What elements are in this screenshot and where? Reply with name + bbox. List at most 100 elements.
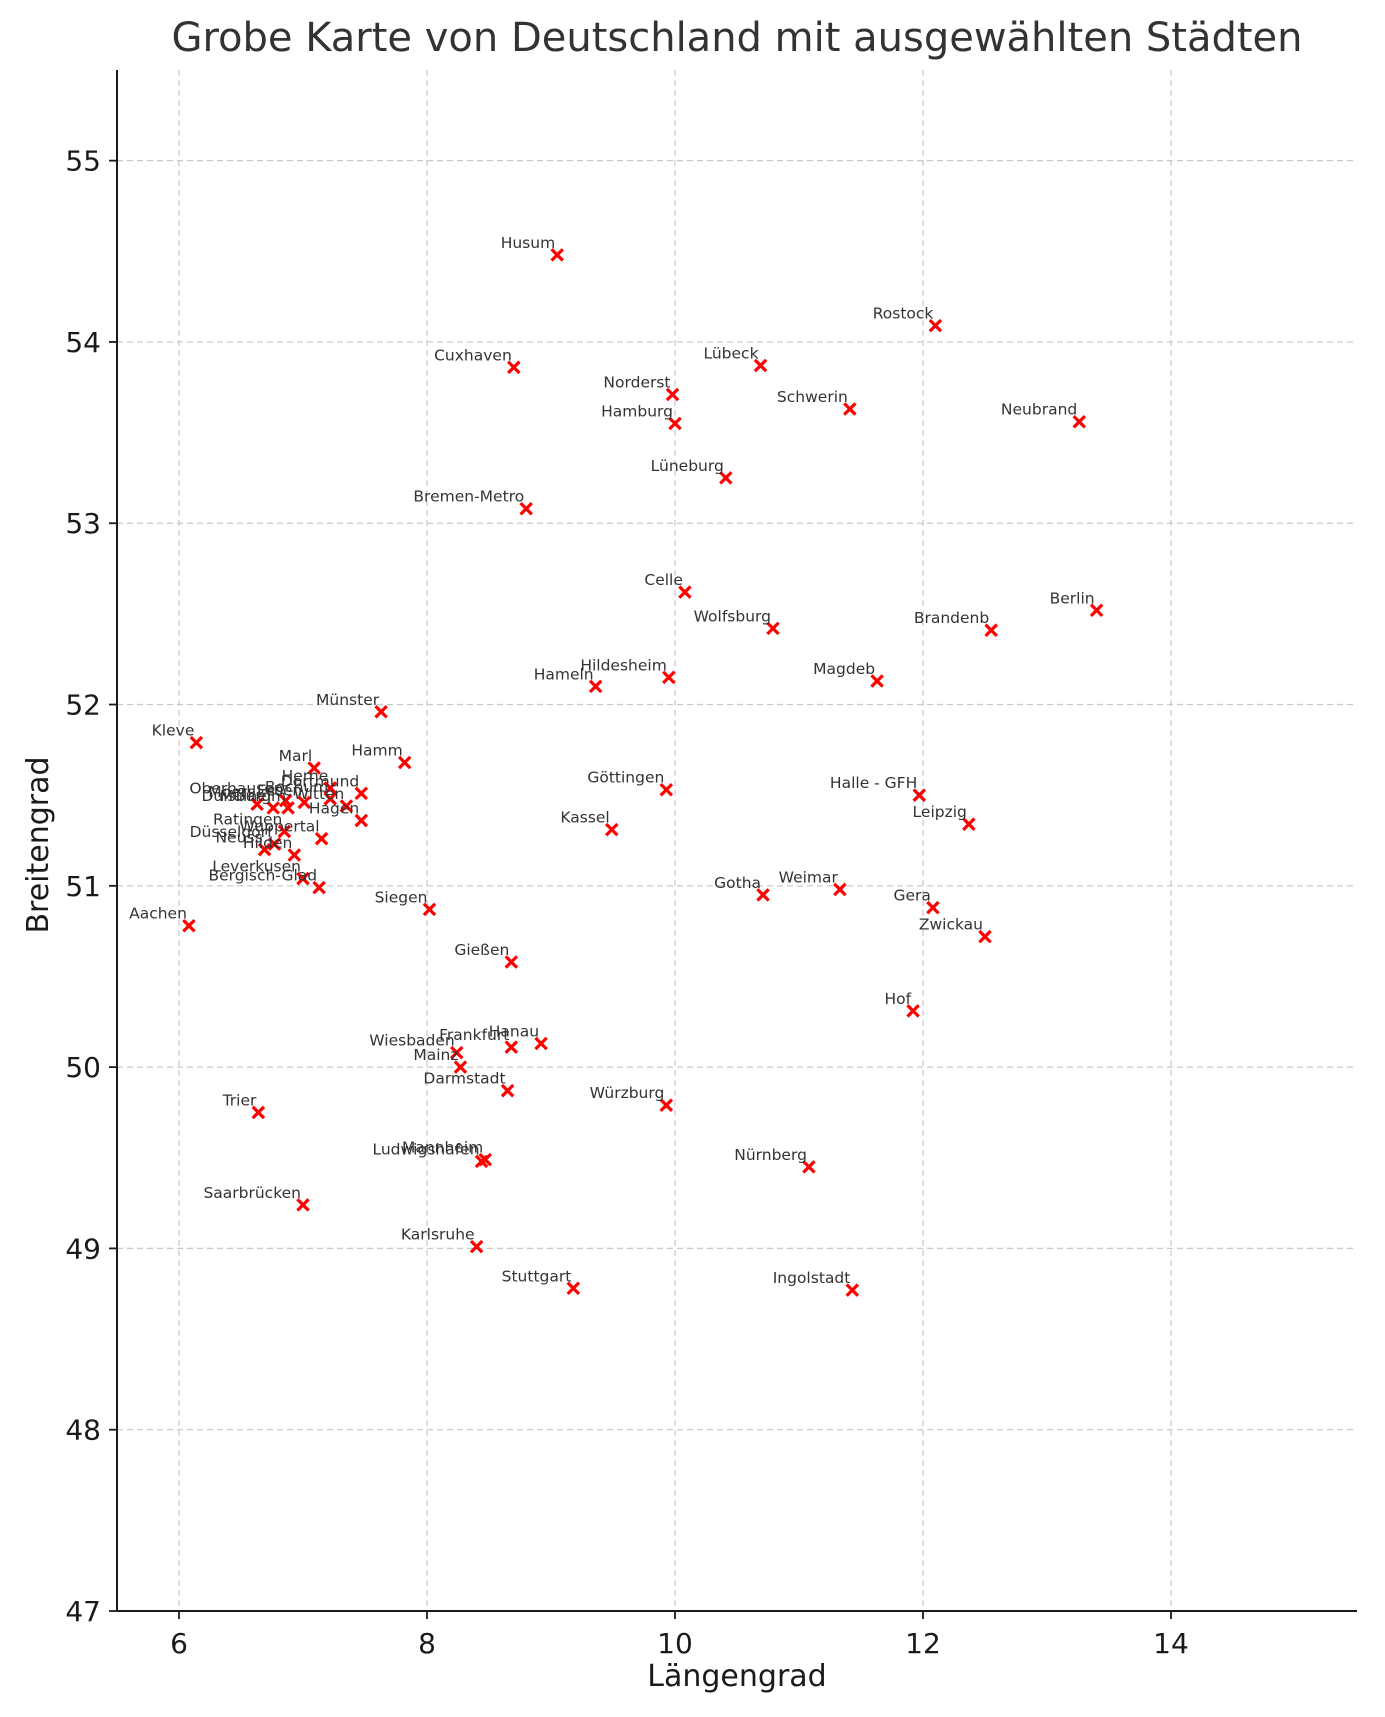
x-tick-label: 8 [418, 1627, 436, 1660]
city-marker [449, 1045, 464, 1060]
city-point: Würzburg [590, 1084, 674, 1112]
city-label: Norderst [603, 374, 670, 392]
x-axis-label: Längengrad [647, 1659, 826, 1694]
city-point: Ratingen [213, 810, 292, 839]
x-tick-label: 6 [170, 1627, 188, 1660]
city-marker [297, 795, 312, 810]
city-label: Leverkusen [212, 858, 301, 876]
city-point: Wolfsburg [694, 607, 780, 636]
city-point: Hagen [309, 800, 369, 828]
city-label: Ingolstadt [773, 1269, 851, 1287]
city-point: Weimar [779, 868, 847, 897]
city-label: Wuppertal [240, 818, 320, 836]
city-marker [519, 501, 533, 516]
city-label: Essen [257, 781, 302, 799]
city-point: Wiesbaden [369, 1032, 464, 1060]
city-point: Hilden [243, 834, 302, 862]
chart-title: Grobe Karte von Deutschland mit ausgewäh… [171, 15, 1302, 61]
city-label: Hamm [351, 742, 402, 760]
city-marker [550, 248, 564, 262]
city-marker [354, 813, 369, 828]
city-point: Halle - GFH [830, 774, 927, 802]
city-label: Gera [893, 887, 930, 905]
city-label: Bochum [265, 778, 328, 796]
city-point: Lüneburg [651, 457, 733, 485]
city-label: Leipzig [913, 803, 967, 821]
city-marker [277, 824, 292, 839]
city-label: Wiesbaden [369, 1032, 454, 1050]
city-label: Hanau [489, 1023, 539, 1041]
x-axis-ticks: 6 8 10 12 14 [170, 1611, 1189, 1660]
city-point: Karlsruhe [401, 1226, 484, 1254]
city-point: Kleve [152, 722, 204, 750]
city-marker [1089, 603, 1104, 618]
city-point: Göttingen [587, 769, 674, 797]
city-point: Moers [208, 783, 264, 812]
city-label: Dortmund [281, 772, 359, 790]
city-label: Celle [644, 571, 683, 589]
city-label: Weimar [779, 868, 839, 886]
city-marker [339, 799, 354, 813]
city-label: Marl [279, 747, 313, 765]
city-label: Hamburg [601, 403, 673, 421]
city-marker [984, 623, 998, 637]
city-point: Herne [282, 767, 338, 795]
city-point: Gotha [714, 874, 770, 902]
city-point: Celle [644, 571, 692, 599]
city-point: Stuttgart [502, 1267, 581, 1296]
city-marker [665, 387, 680, 402]
city-marker [662, 670, 676, 685]
city-point: Wuppertal [240, 818, 329, 846]
city-points: Husum Rostock Cuxhaven Lübeck Norderst Schwer… [129, 234, 1104, 1297]
city-marker [906, 1004, 920, 1018]
city-label: Aachen [129, 905, 187, 923]
city-point: Trier [222, 1091, 266, 1120]
city-marker [928, 318, 943, 333]
city-label: Lübeck [703, 345, 758, 363]
city-marker [504, 1040, 519, 1054]
city-label: Hildesheim [580, 656, 666, 674]
city-label: Siegen [375, 888, 428, 906]
city-marker [189, 735, 204, 750]
y-tick-label: 51 [65, 870, 101, 903]
city-marker [845, 1283, 860, 1297]
city-point: Schwerin [777, 388, 857, 416]
city-point: Saarbrücken [203, 1184, 310, 1212]
city-label: Bremen-Metro [413, 488, 524, 506]
city-point: Hamburg [601, 403, 682, 431]
city-point: Ingolstadt [773, 1269, 860, 1297]
city-marker [753, 358, 768, 373]
city-marker [912, 788, 927, 802]
city-point: Dortmund [281, 772, 369, 801]
city-point: Hameln [534, 665, 603, 694]
city-label: Düsseldorf [190, 823, 273, 841]
city-label: Würzburg [590, 1084, 665, 1102]
city-point: Essen [257, 781, 312, 810]
city-marker [978, 929, 992, 944]
city-point: Leipzig [913, 803, 976, 831]
y-axis-label: Breitengrad [21, 756, 56, 933]
city-label: Schwerin [777, 388, 848, 406]
city-label: Hilden [243, 834, 292, 852]
y-tick-label: 52 [65, 689, 101, 722]
city-point: Magdeb [813, 660, 884, 688]
city-point: Bergisch-Glad [208, 867, 326, 895]
city-marker [354, 786, 369, 801]
city-point: Zwickau [919, 916, 992, 944]
city-label: Neuss [215, 829, 262, 847]
city-label: Kassel [560, 809, 609, 827]
city-marker [323, 792, 338, 806]
city-point: Hanau [489, 1023, 548, 1051]
y-tick-label: 55 [65, 145, 101, 178]
x-tick-label: 14 [1153, 1627, 1189, 1660]
city-point: Leverkusen [212, 858, 310, 886]
city-marker [926, 900, 940, 915]
y-tick-label: 53 [65, 507, 101, 540]
city-point: Düsseldorf [190, 823, 282, 851]
city-label: Hof [884, 990, 911, 1008]
city-label: Berlin [1050, 589, 1095, 607]
city-label: Stuttgart [502, 1267, 572, 1285]
city-point: Bochum [265, 778, 338, 806]
city-label: Wolfsburg [694, 607, 771, 625]
city-label: Bergisch-Glad [208, 867, 317, 885]
